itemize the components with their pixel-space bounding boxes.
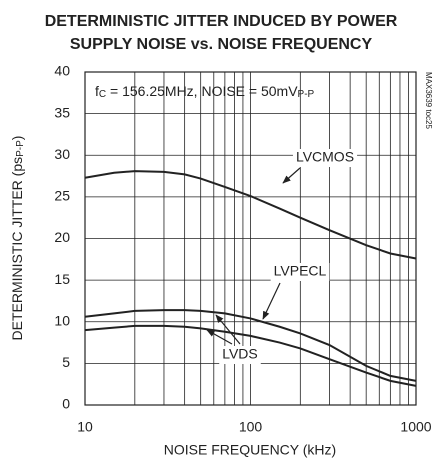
chart-title: DETERMINISTIC JITTER INDUCED BY POWER SUP… [45, 13, 398, 53]
y-tick-label: 0 [62, 396, 70, 412]
x-tick-label: 10 [77, 419, 93, 435]
series-label: LVCMOS [296, 149, 354, 165]
text-part: = 156.25MHz, NOISE = 50mV [106, 83, 298, 99]
text-part: P-P [298, 89, 315, 100]
y-tick-label: 20 [54, 229, 70, 245]
y-tick-label: 10 [54, 312, 70, 328]
series-label: LVPECL [274, 263, 327, 279]
arrow [282, 167, 301, 184]
y-axis-label: DETERMINISTIC JITTER (psP-P) [9, 136, 26, 341]
label-box [219, 346, 261, 364]
series-label: LVDS [222, 346, 258, 362]
y-tick-label: 5 [62, 354, 70, 370]
y-tick-label: 40 [54, 63, 70, 79]
arrow [206, 329, 233, 345]
y-tick-label: 15 [54, 271, 70, 287]
text-part: ) [9, 136, 25, 141]
annotation: fC = 156.25MHz, NOISE = 50mVP-P [95, 83, 315, 100]
label-box [270, 263, 330, 281]
label-box [292, 149, 358, 167]
y-tick-label: 30 [54, 146, 70, 162]
text-part: C [99, 89, 106, 100]
watermark: MAX3639 toc25 [424, 72, 433, 129]
series-line [84, 170, 417, 260]
arrow [215, 314, 241, 345]
series-line [84, 309, 417, 382]
series-line [84, 324, 417, 387]
text-part: f [95, 83, 99, 99]
text-part: P-P [15, 140, 26, 157]
arrow [262, 282, 281, 320]
text-part: DETERMINISTIC JITTER (ps [9, 157, 25, 341]
x-tick-label: 100 [239, 419, 263, 435]
y-tick-label: 25 [54, 188, 70, 204]
x-tick-label: 1000 [400, 419, 431, 435]
x-axis-label: NOISE FREQUENCY (kHz) [164, 442, 336, 458]
y-tick-label: 35 [54, 104, 70, 120]
plot-frame [84, 71, 417, 406]
